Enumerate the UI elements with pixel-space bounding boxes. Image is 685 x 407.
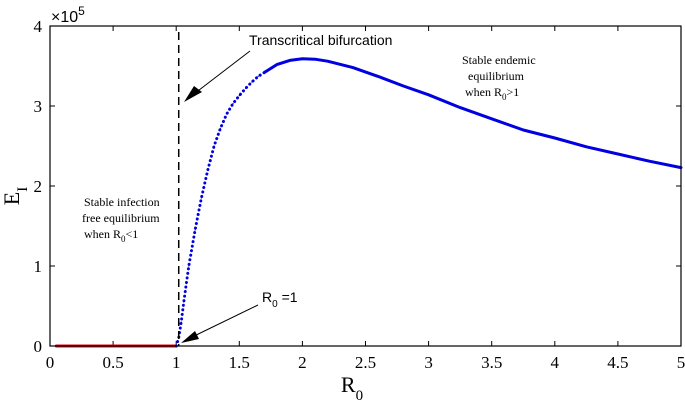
data-point [522,129,524,131]
plot-area [49,25,682,347]
annotation-infection-free: Stable infection free equilibrium when R… [82,195,160,244]
data-point [491,118,493,120]
x-tick-label: 4.5 [607,353,628,372]
data-point [194,229,196,231]
data-point [183,301,185,303]
svg-text:when R0<1: when R0<1 [84,227,138,244]
data-point [289,59,291,62]
x-tick-label: 0 [46,353,55,372]
x-tick-label: 2 [298,353,307,372]
series-endemic-transient [174,70,266,348]
annotation-r0-equals-1: R0 =1 [262,289,298,310]
data-point [263,71,266,73]
data-point [180,321,182,323]
data-point [207,169,209,171]
data-point [402,85,404,87]
annotation-bifurcation: Transcritical bifurcation [249,32,392,48]
data-point [428,94,430,96]
y-tick-label: 1 [34,257,43,276]
bifurcation-arrow-head [184,86,202,102]
data-point [232,103,234,105]
series-line [263,57,683,170]
svg-text:Stable infection: Stable infection [84,195,160,209]
data-point [301,58,303,60]
r0-arrow-shaft [187,304,259,340]
y-multiplier: ×105 [51,4,85,26]
svg-text:when R0>1: when R0>1 [465,85,519,102]
data-point [327,60,329,62]
x-tick-label: 3.5 [481,353,502,372]
svg-text:equilibrium: equilibrium [468,69,525,83]
data-point [257,75,259,77]
svg-text:Stable endemic: Stable endemic [462,53,536,67]
data-point [245,87,247,89]
data-point [251,81,253,83]
data-point [188,265,190,267]
data-point [314,58,316,60]
data-point [213,145,215,147]
data-point [219,127,221,129]
annotation-endemic: Stable endemic equilibrium when R0>1 [462,53,536,102]
data-point [554,137,556,139]
y-tick-label: 3 [34,97,43,116]
x-tick-label: 3 [424,353,433,372]
x-tick-label: 5 [677,353,685,372]
svg-text:free equilibrium: free equilibrium [82,211,160,225]
y-tick-label: 2 [34,177,43,196]
y-tick-label: 0 [34,337,43,356]
data-point [226,113,228,115]
x-tick-label: 0.5 [102,353,123,372]
data-point [459,107,461,109]
data-point [238,95,240,97]
data-point [200,197,202,199]
data-point [617,153,619,155]
series-line [174,70,266,348]
data-point [185,283,187,285]
x-tick-label: 1.5 [229,353,250,372]
x-tick-label: 4 [551,353,560,372]
data-point [648,160,651,162]
data-point [352,67,354,69]
bifurcation-arrow-shaft [189,50,251,98]
y-axis-label: EI [0,187,31,205]
data-point [585,146,588,148]
r0-arrow-head [181,331,199,343]
y-tick-label: 4 [34,17,43,36]
x-axis-label: R0 [341,372,363,404]
data-point [377,75,379,77]
x-tick-label: 2.5 [355,353,376,372]
x-tick-label: 1 [172,353,181,372]
data-point [276,63,278,65]
axis-ticks: 0 0.5 1 1.5 2 2.5 3 3.5 4 4.5 5 0 1 2 3 4 [34,17,685,372]
